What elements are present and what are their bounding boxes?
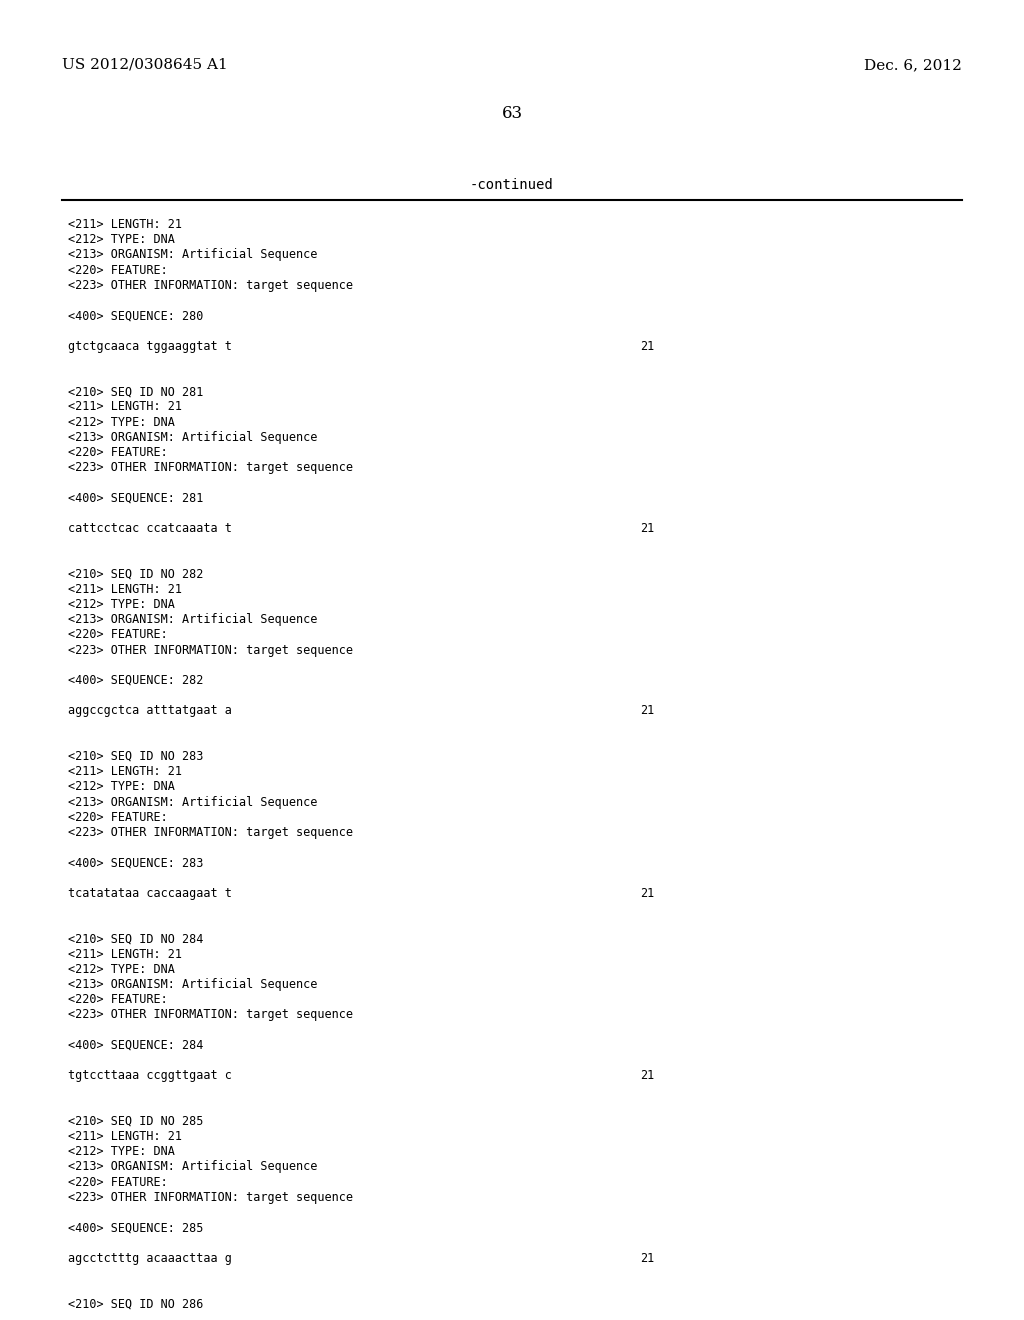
Text: <212> TYPE: DNA: <212> TYPE: DNA <box>68 234 175 247</box>
Text: <400> SEQUENCE: 284: <400> SEQUENCE: 284 <box>68 1039 204 1052</box>
Text: <213> ORGANISM: Artificial Sequence: <213> ORGANISM: Artificial Sequence <box>68 1160 317 1173</box>
Text: <211> LENGTH: 21: <211> LENGTH: 21 <box>68 766 182 779</box>
Text: <211> LENGTH: 21: <211> LENGTH: 21 <box>68 583 182 595</box>
Text: <400> SEQUENCE: 281: <400> SEQUENCE: 281 <box>68 491 204 504</box>
Text: <212> TYPE: DNA: <212> TYPE: DNA <box>68 780 175 793</box>
Text: <220> FEATURE:: <220> FEATURE: <box>68 810 168 824</box>
Text: 63: 63 <box>502 106 522 121</box>
Text: <220> FEATURE:: <220> FEATURE: <box>68 446 168 459</box>
Text: <211> LENGTH: 21: <211> LENGTH: 21 <box>68 400 182 413</box>
Text: <223> OTHER INFORMATION: target sequence: <223> OTHER INFORMATION: target sequence <box>68 826 353 840</box>
Text: gtctgcaaca tggaaggtat t: gtctgcaaca tggaaggtat t <box>68 339 231 352</box>
Text: 21: 21 <box>640 339 654 352</box>
Text: 21: 21 <box>640 705 654 717</box>
Text: <400> SEQUENCE: 280: <400> SEQUENCE: 280 <box>68 309 204 322</box>
Text: tgtccttaaa ccggttgaat c: tgtccttaaa ccggttgaat c <box>68 1069 231 1082</box>
Text: <400> SEQUENCE: 282: <400> SEQUENCE: 282 <box>68 675 204 686</box>
Text: aggccgctca atttatgaat a: aggccgctca atttatgaat a <box>68 705 231 717</box>
Text: <211> LENGTH: 21: <211> LENGTH: 21 <box>68 948 182 961</box>
Text: <210> SEQ ID NO 281: <210> SEQ ID NO 281 <box>68 385 204 399</box>
Text: agcctctttg acaaacttaa g: agcctctttg acaaacttaa g <box>68 1251 231 1265</box>
Text: <223> OTHER INFORMATION: target sequence: <223> OTHER INFORMATION: target sequence <box>68 279 353 292</box>
Text: <210> SEQ ID NO 285: <210> SEQ ID NO 285 <box>68 1115 204 1127</box>
Text: <220> FEATURE:: <220> FEATURE: <box>68 264 168 277</box>
Text: <223> OTHER INFORMATION: target sequence: <223> OTHER INFORMATION: target sequence <box>68 1191 353 1204</box>
Text: US 2012/0308645 A1: US 2012/0308645 A1 <box>62 58 227 73</box>
Text: Dec. 6, 2012: Dec. 6, 2012 <box>864 58 962 73</box>
Text: <210> SEQ ID NO 286: <210> SEQ ID NO 286 <box>68 1298 204 1311</box>
Text: 21: 21 <box>640 1069 654 1082</box>
Text: <210> SEQ ID NO 283: <210> SEQ ID NO 283 <box>68 750 204 763</box>
Text: <223> OTHER INFORMATION: target sequence: <223> OTHER INFORMATION: target sequence <box>68 644 353 656</box>
Text: <210> SEQ ID NO 284: <210> SEQ ID NO 284 <box>68 932 204 945</box>
Text: <213> ORGANISM: Artificial Sequence: <213> ORGANISM: Artificial Sequence <box>68 248 317 261</box>
Text: <220> FEATURE:: <220> FEATURE: <box>68 628 168 642</box>
Text: <212> TYPE: DNA: <212> TYPE: DNA <box>68 416 175 429</box>
Text: <210> SEQ ID NO 282: <210> SEQ ID NO 282 <box>68 568 204 581</box>
Text: <212> TYPE: DNA: <212> TYPE: DNA <box>68 1146 175 1158</box>
Text: <212> TYPE: DNA: <212> TYPE: DNA <box>68 598 175 611</box>
Text: 21: 21 <box>640 521 654 535</box>
Text: <211> LENGTH: 21: <211> LENGTH: 21 <box>68 218 182 231</box>
Text: <223> OTHER INFORMATION: target sequence: <223> OTHER INFORMATION: target sequence <box>68 1008 353 1022</box>
Text: <213> ORGANISM: Artificial Sequence: <213> ORGANISM: Artificial Sequence <box>68 796 317 809</box>
Text: <400> SEQUENCE: 283: <400> SEQUENCE: 283 <box>68 857 204 870</box>
Text: cattcctcac ccatcaaata t: cattcctcac ccatcaaata t <box>68 521 231 535</box>
Text: 21: 21 <box>640 1251 654 1265</box>
Text: <213> ORGANISM: Artificial Sequence: <213> ORGANISM: Artificial Sequence <box>68 614 317 626</box>
Text: <220> FEATURE:: <220> FEATURE: <box>68 993 168 1006</box>
Text: <223> OTHER INFORMATION: target sequence: <223> OTHER INFORMATION: target sequence <box>68 461 353 474</box>
Text: -continued: -continued <box>470 178 554 191</box>
Text: 21: 21 <box>640 887 654 900</box>
Text: <400> SEQUENCE: 285: <400> SEQUENCE: 285 <box>68 1221 204 1234</box>
Text: <220> FEATURE:: <220> FEATURE: <box>68 1176 168 1188</box>
Text: <213> ORGANISM: Artificial Sequence: <213> ORGANISM: Artificial Sequence <box>68 978 317 991</box>
Text: <211> LENGTH: 21: <211> LENGTH: 21 <box>68 1130 182 1143</box>
Text: <212> TYPE: DNA: <212> TYPE: DNA <box>68 962 175 975</box>
Text: tcatatataa caccaagaat t: tcatatataa caccaagaat t <box>68 887 231 900</box>
Text: <213> ORGANISM: Artificial Sequence: <213> ORGANISM: Artificial Sequence <box>68 430 317 444</box>
